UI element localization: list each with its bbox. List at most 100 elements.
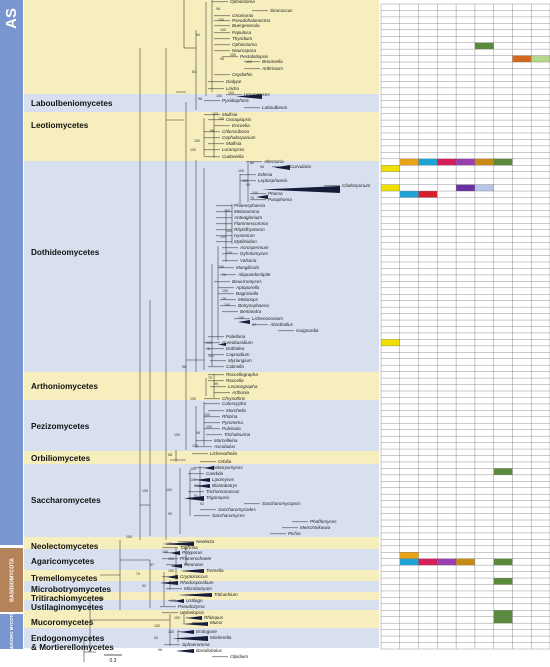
class-label: & Mortierellomycetes <box>31 643 114 652</box>
taxon-label: Oxnapiopsis <box>226 117 252 122</box>
bootstrap-value: 100 <box>166 488 172 492</box>
phylum-bar <box>0 548 23 612</box>
class-band <box>24 0 379 94</box>
taxon-label: Sphaeromma <box>182 642 210 647</box>
taxon-label: Pestalotiopsis <box>240 54 269 59</box>
taxon-label: Thyridium <box>232 36 252 41</box>
taxon-label: Mytilinidion <box>234 239 257 244</box>
bootstrap-value: 100 <box>252 191 258 195</box>
bootstrap-value: 100 <box>238 169 244 173</box>
trait-cell-filled <box>399 552 419 559</box>
collapsed-clade <box>236 94 262 99</box>
bootstrap-value: 100 <box>170 599 176 603</box>
bootstrap-value: 98 <box>182 365 186 369</box>
taxon-label: Lecanographa <box>228 384 258 389</box>
taxon-label: Mucor <box>210 620 223 625</box>
class-band <box>24 400 379 451</box>
taxon-label: Neolecta <box>196 539 215 544</box>
bootstrap-value: 100 <box>224 209 230 213</box>
taxon-label: Lichenothelia <box>210 451 238 456</box>
taxon-label: Ophiostoma <box>230 0 255 4</box>
bootstrap-value: 100 <box>98 597 104 601</box>
taxon-label: Papulosa <box>232 30 252 35</box>
taxon-label: Acrospermum <box>239 245 269 250</box>
taxon-label: Mollisia <box>222 112 238 117</box>
class-label: Leotiomycetes <box>31 121 89 130</box>
bootstrap-value: 100 <box>194 139 200 143</box>
collapsed-clade <box>170 551 180 555</box>
taxon-label: Catinella <box>226 364 244 369</box>
taxon-label: Oxydothis <box>232 72 253 77</box>
trait-cell-filled <box>493 468 513 475</box>
bootstrap-value: 100 <box>166 542 172 546</box>
taxon-label: Laboulbenia <box>262 105 287 110</box>
collapsed-clades <box>160 94 340 653</box>
taxon-label: Rhizopus <box>204 615 224 620</box>
bootstrap-value: 100 <box>238 316 244 320</box>
collapsed-clade <box>180 630 194 634</box>
bootstrap-value: 99 <box>168 512 172 516</box>
bootstrap-value: 97 <box>252 323 256 327</box>
taxon-label: Taphrina <box>180 545 198 550</box>
taxon-label: Aptoporella <box>235 285 260 290</box>
taxon-label: Buergenerula <box>232 23 260 28</box>
taxon-label: Curvularia <box>290 164 311 169</box>
trait-cell-filled <box>418 558 438 566</box>
class-band <box>24 372 379 400</box>
class-label: Orbiliomycetes <box>31 454 91 463</box>
bootstrap-value: 100 <box>194 484 200 488</box>
bootstrap-value: 100 <box>192 444 198 448</box>
trait-cell-filled <box>493 158 513 166</box>
bootstrap-value: 100 <box>218 265 224 269</box>
class-label: Endogonomycetes <box>31 634 105 643</box>
collapsed-clade <box>166 575 178 579</box>
bootstrap-value: 97 <box>150 563 154 567</box>
class-label: Agaricomycetes <box>31 557 95 566</box>
bootstrap-value: 73 <box>222 273 226 277</box>
bootstrap-value: 100 <box>230 53 236 57</box>
bootstrap-value: 76 <box>250 196 254 200</box>
trait-cell-filled <box>456 558 475 566</box>
bootstrap-value: 85 <box>78 605 82 609</box>
taxon-label: Arthonia <box>231 390 250 395</box>
trait-cell-filled <box>381 184 400 192</box>
taxon-label: Botryosphaeria <box>238 303 269 308</box>
taxon-label: Blastobotrys <box>212 483 238 488</box>
trait-cell-filled <box>493 578 513 585</box>
taxon-label: Phoma <box>268 191 283 196</box>
taxon-label: Ustilago <box>186 598 203 603</box>
taxon-label: Morchella <box>226 408 246 413</box>
taxon-label: Chlorociboria <box>222 129 250 134</box>
bootstrap-value: 100 <box>218 18 224 22</box>
taxon-label: Alternaria <box>263 159 284 164</box>
taxon-label: Pseudozyma <box>178 604 205 609</box>
collapsed-clade <box>178 593 212 597</box>
trait-cell-filled <box>399 191 419 198</box>
bootstrap-value: 100 <box>190 478 196 482</box>
trait-cell-filled <box>381 165 400 172</box>
bootstrap-value: 79 <box>222 297 226 301</box>
taxon-label: Gnomonia <box>232 13 254 18</box>
trait-cell-filled <box>474 42 494 50</box>
bootstrap-value: 96 <box>158 648 162 652</box>
taxon-label: Rhytidhysteron <box>234 227 265 232</box>
taxon-label: Trigonopsis <box>206 495 230 500</box>
bootstrap-value: 100 <box>142 489 148 493</box>
class-band <box>24 570 379 581</box>
collapsed-clade <box>180 569 204 573</box>
taxon-label: Caloscypha <box>222 401 246 406</box>
taxon-label: Pyxidiophora <box>222 98 249 103</box>
class-band <box>24 94 379 112</box>
collapsed-clade <box>176 649 194 653</box>
collapsed-clade <box>182 622 208 626</box>
trait-cell-filled <box>399 158 419 166</box>
bootstrap-value: 100 <box>190 397 196 401</box>
bootstrap-value: 58 <box>168 453 172 457</box>
bootstrap-value: 100 <box>162 550 168 554</box>
taxon-label: Polyporus <box>182 550 203 555</box>
class-label: Pezizomycetes <box>31 422 90 431</box>
taxon-label: Microbotryum <box>184 586 212 591</box>
taxon-label: Dothidea <box>226 346 245 351</box>
taxon-label: Abrothallus <box>269 322 294 327</box>
